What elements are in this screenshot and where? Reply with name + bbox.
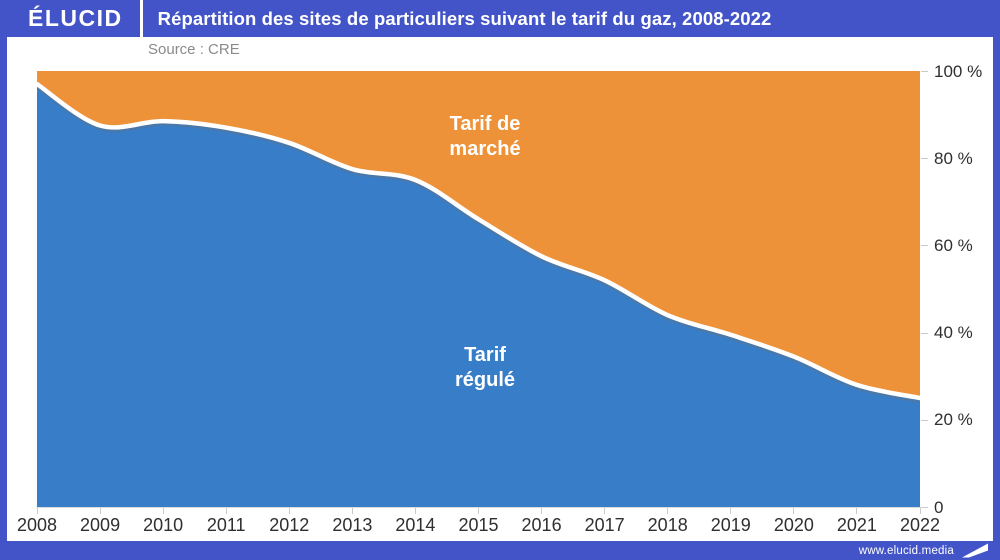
x-tick [225,508,227,514]
area-label-regulated-line1: Tarif [464,344,506,366]
y-tick [921,245,928,247]
area-label-regulated-line2: régulé [454,369,516,391]
x-tick-label: 2014 [395,515,436,535]
x-tick-label: 2020 [773,515,814,535]
y-tick-label: 20 % [934,410,973,430]
x-tick-label: 2019 [710,515,751,535]
header-bar: ÉLUCID Répartition des sites de particul… [0,0,1000,37]
x-tick-label: 2008 [16,515,58,535]
x-axis-line [36,507,921,508]
flag-icon [962,543,988,558]
x-tick [730,508,732,514]
y-tick-label: 0 [934,497,944,517]
x-tick [541,508,543,514]
area-label-market: Tarif de marché [449,112,520,162]
footer-url: www.elucid.media [858,544,954,557]
x-tick-label: 2010 [143,515,184,535]
x-tick [36,508,38,514]
x-tick [793,508,795,514]
elucid-logo: ÉLUCID [28,5,123,31]
x-tick [856,508,858,514]
x-tick-label: 2009 [80,515,121,535]
x-tick [478,508,479,514]
x-tick-label: 2012 [269,515,310,535]
page-title: Répartition des sites de particuliers su… [157,7,772,29]
area-regulated [37,84,920,507]
y-tick [921,71,928,72]
x-tick-label: 2021 [836,515,877,535]
plot-area [37,71,920,507]
x-tick-label: 2015 [458,515,499,535]
chart-panel: Source : CRE 2008 2009 2010 2011 2012 2013 201… [7,37,993,541]
source-caption: Source : CRE [148,41,240,58]
x-tick [414,508,416,514]
x-tick-label: 2011 [206,515,246,535]
x-tick [288,508,290,514]
y-tick-label: 60 % [934,235,973,255]
x-tick-label: 2016 [521,515,562,535]
y-tick-label: 40 % [934,323,973,343]
y-tick [921,332,928,334]
area-label-market-line2: marché [449,138,521,160]
x-tick-label: 2018 [647,515,688,535]
area-label-regulated: Tarif régulé [455,343,515,393]
x-tick [604,508,606,514]
y-tick [921,419,928,421]
y-tick-label: 100 % [934,61,983,81]
x-tick [99,508,101,514]
y-tick [921,507,928,508]
x-tick-label: 2017 [584,515,625,535]
area-label-market-line1: Tarif de [449,113,521,135]
x-tick-label: 2013 [332,515,373,535]
x-tick [919,508,921,514]
stacked-area-chart [37,71,920,507]
boundary-line [37,81,920,401]
x-tick [351,508,353,514]
footer-bar: www.elucid.media [0,541,1000,560]
x-tick [162,508,164,514]
y-tick-label: 80 % [934,148,973,168]
header-divider [139,0,143,37]
y-tick [921,158,928,160]
x-tick [667,508,669,514]
x-tick-label: 2022 [899,515,941,535]
